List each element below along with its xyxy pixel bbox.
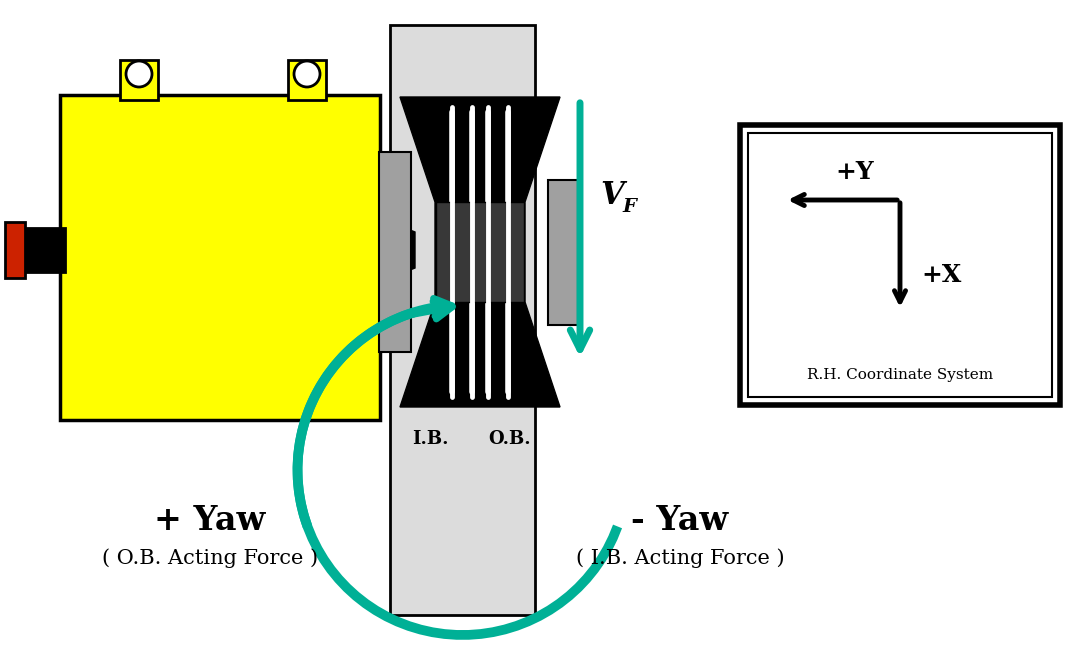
Bar <box>436 202 524 302</box>
Text: +Y: +Y <box>836 160 875 184</box>
Text: I.B.: I.B. <box>411 430 448 448</box>
Text: +X: +X <box>922 263 962 287</box>
Bar <box>5 222 25 278</box>
Bar <box>60 95 380 420</box>
Text: F: F <box>622 198 635 216</box>
Circle shape <box>126 61 152 87</box>
Polygon shape <box>380 218 415 282</box>
Bar <box>288 60 326 100</box>
Bar <box>20 228 65 272</box>
Text: - Yaw: - Yaw <box>631 504 729 536</box>
Circle shape <box>294 61 320 87</box>
Bar <box>548 179 578 324</box>
Text: O.B.: O.B. <box>489 430 531 448</box>
Text: V: V <box>599 179 623 211</box>
Bar <box>379 152 411 352</box>
Polygon shape <box>400 97 560 407</box>
Bar <box>120 60 158 100</box>
Bar <box>390 25 535 615</box>
Text: + Yaw: + Yaw <box>154 504 265 536</box>
Text: ( I.B. Acting Force ): ( I.B. Acting Force ) <box>576 548 784 568</box>
Bar <box>747 133 1052 397</box>
Text: ( O.B. Acting Force ): ( O.B. Acting Force ) <box>102 548 318 568</box>
Bar <box>740 125 1060 405</box>
Text: R.H. Coordinate System: R.H. Coordinate System <box>807 368 993 382</box>
